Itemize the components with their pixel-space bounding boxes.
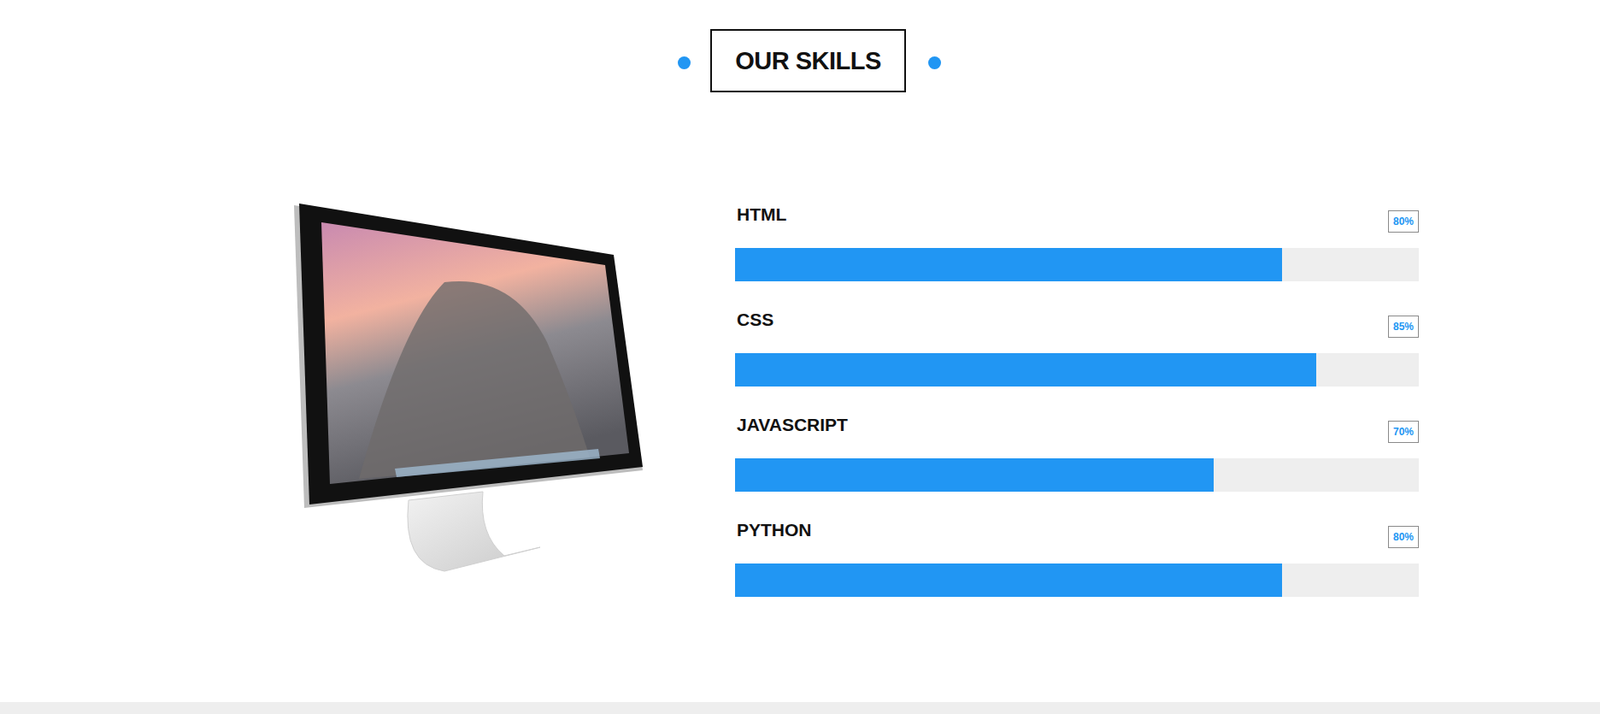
svg-text:80%: 80%	[1393, 530, 1414, 543]
svg-text:HTML: HTML	[736, 204, 787, 224]
svg-text:80%: 80%	[1393, 215, 1414, 228]
svg-text:CSS: CSS	[736, 309, 774, 330]
svg-text:PYTHON: PYTHON	[736, 519, 812, 540]
html-text:OUR SKILLS: OUR SKILLS	[735, 46, 882, 74]
svg-text:85%: 85%	[1393, 320, 1414, 333]
svg-text:JAVASCRIPT: JAVASCRIPT	[736, 414, 848, 435]
svg-text:70%: 70%	[1393, 425, 1414, 438]
